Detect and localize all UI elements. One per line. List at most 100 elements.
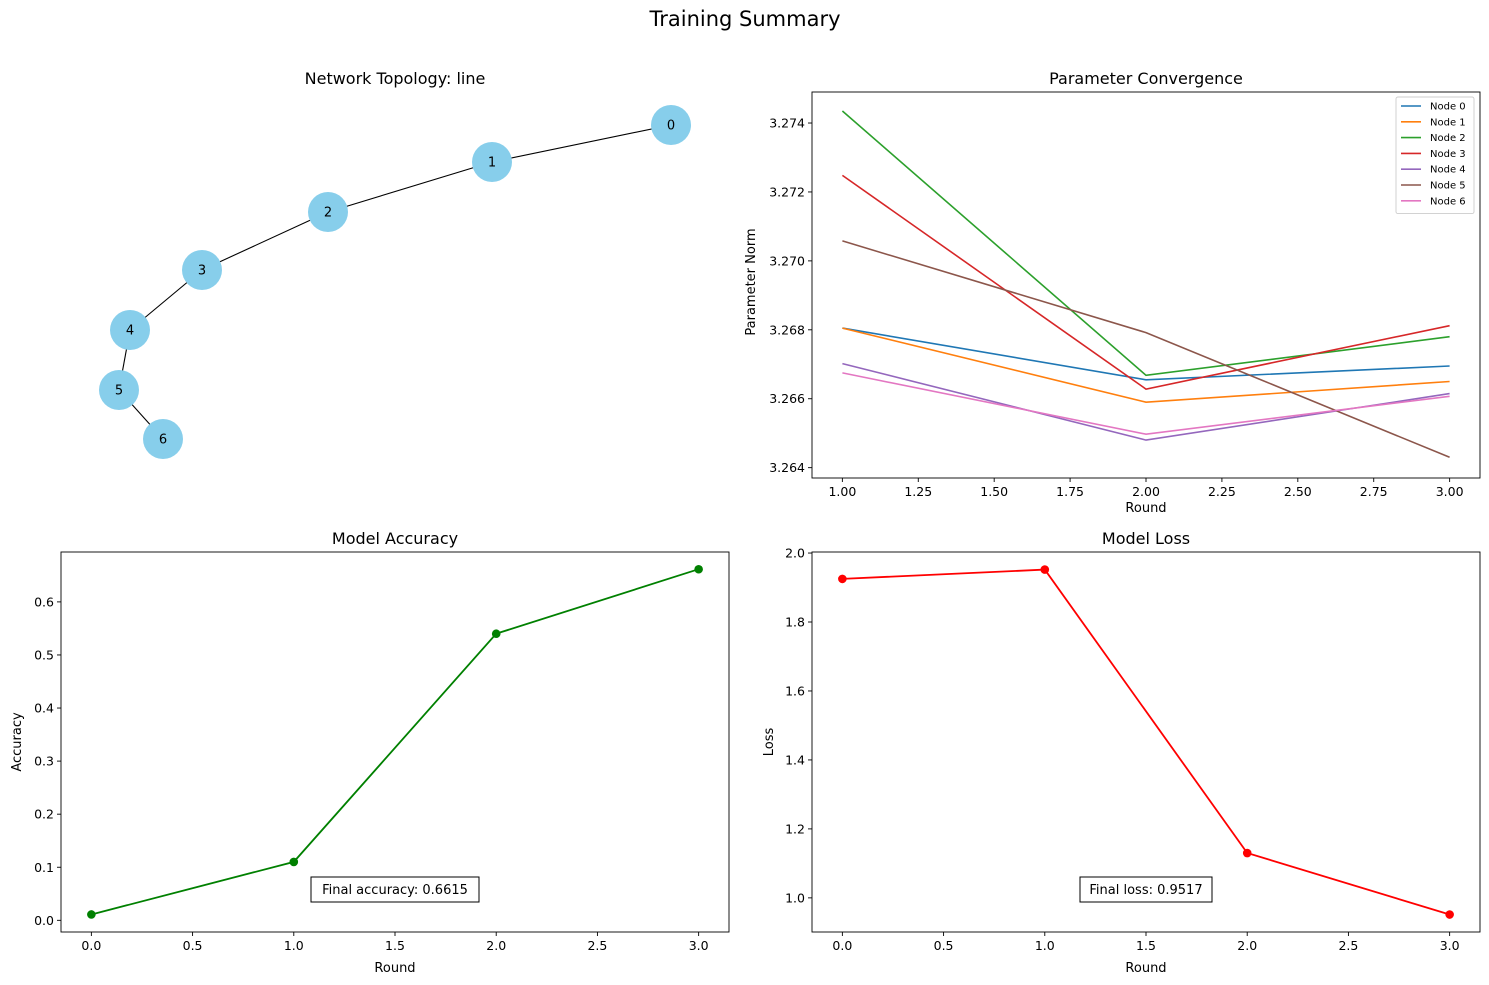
network-node: 4 [110, 310, 150, 350]
legend-label: Node 4 [1430, 165, 1466, 176]
x-tick-label: 2.5 [587, 938, 607, 953]
legend-item: Node 0 [1401, 102, 1466, 113]
model-loss-title: Model Loss [1102, 529, 1190, 548]
model-accuracy-annotation: Final accuracy: 0.6615 [310, 876, 480, 903]
model-loss-ticks: 0.0 0.5 1.0 1.5 2.0 2.5 3.0 1.0 1.2 1.4 1.6 1.8 2.0 [785, 546, 1460, 953]
parameter-convergence-panel: Parameter Convergence Round Parameter No… [744, 69, 1481, 516]
y-tick-label: 3.274 [769, 116, 805, 131]
series-line-node-2 [841, 110, 1450, 377]
series-line-node-1 [842, 327, 1450, 404]
x-tick-label: 0.0 [832, 938, 852, 953]
network-edge [201, 211, 329, 271]
series-line-node-0 [842, 327, 1450, 381]
parameter-convergence-legend: Node 0 Node 1 Node 2 Node 3 Node 4 Node 5 Node… [1395, 96, 1475, 215]
parameter-convergence-title: Parameter Convergence [1049, 69, 1243, 88]
network-node-circle [143, 419, 183, 459]
legend-item: Node 1 [1401, 117, 1466, 128]
network-node-circle [472, 142, 512, 182]
x-tick-label: 2.5 [1338, 938, 1358, 953]
series-line-node-6 [842, 372, 1450, 436]
network-node-label: 4 [126, 324, 134, 339]
network-node-circle [651, 105, 691, 145]
y-tick-label: 0.3 [34, 754, 54, 769]
model-accuracy-panel: Model Accuracy Round Accuracy 0.0 0.5 1.0 1… [10, 529, 730, 976]
model-accuracy-ticks: 0.0 0.5 1.0 1.5 2.0 2.5 3.0 0.0 0.1 0.2 0.3 0.4 0.5 0… [34, 594, 709, 953]
legend-item: Node 4 [1401, 165, 1466, 176]
x-tick-label: 1.75 [1056, 484, 1084, 499]
x-tick-label: 2.00 [1132, 484, 1160, 499]
x-tick-label: 0.5 [183, 938, 203, 953]
accuracy-line [91, 568, 699, 916]
network-node-label: 5 [115, 384, 123, 399]
y-tick-label: 3.272 [769, 184, 805, 199]
y-tick-label: 3.264 [769, 460, 805, 475]
network-node-label: 2 [324, 206, 332, 221]
legend-label: Node 6 [1430, 196, 1466, 207]
x-tick-label: 1.0 [284, 938, 304, 953]
x-tick-label: 3.0 [1440, 938, 1460, 953]
y-tick-label: 3.266 [769, 391, 805, 406]
y-tick-label: 3.268 [769, 322, 805, 337]
x-tick-label: 1.5 [385, 938, 405, 953]
model-accuracy-frame [60, 551, 730, 933]
x-tick-label: 1.25 [904, 484, 932, 499]
y-tick-label: 1.6 [785, 683, 805, 698]
loss-marker [1242, 848, 1252, 858]
y-tick-label: 1.8 [785, 615, 805, 630]
y-tick-label: 1.2 [785, 821, 805, 836]
x-tick-label: 2.0 [1237, 938, 1257, 953]
x-tick-label: 3.0 [689, 938, 709, 953]
network-node: 6 [143, 419, 183, 459]
x-tick-label: 1.00 [828, 484, 856, 499]
legend-item: Node 3 [1401, 149, 1466, 160]
network-node-label: 1 [488, 156, 496, 171]
y-tick-label: 3.270 [769, 253, 805, 268]
network-node: 3 [182, 250, 222, 290]
model-loss-line [838, 565, 1454, 919]
x-tick-label: 1.0 [1035, 938, 1055, 953]
x-tick-label: 0.5 [934, 938, 954, 953]
network-node: 2 [308, 192, 348, 232]
network-node: 1 [472, 142, 512, 182]
model-accuracy-ylabel: Accuracy [10, 712, 25, 772]
network-node-label: 0 [667, 119, 675, 134]
accuracy-marker [87, 910, 96, 919]
x-tick-label: 2.75 [1360, 484, 1388, 499]
network-node-circle [182, 250, 222, 290]
parameter-convergence-ticks: 1.00 1.25 1.50 1.75 2.00 2.25 2.50 2.75 3.00 3.26… [769, 116, 1463, 499]
accuracy-marker [694, 564, 703, 574]
y-tick-label: 0.0 [34, 913, 54, 928]
y-tick-label: 0.2 [34, 807, 54, 822]
series-line-node-5 [842, 240, 1450, 459]
y-tick-label: 1.0 [785, 890, 805, 905]
parameter-convergence-xlabel: Round [1125, 501, 1166, 516]
network-edge [491, 124, 672, 163]
x-tick-label: 0.0 [81, 938, 101, 953]
x-tick-label: 2.25 [1208, 484, 1236, 499]
legend-label: Node 0 [1430, 102, 1466, 113]
network-node: 0 [651, 105, 691, 145]
parameter-convergence-lines [841, 110, 1450, 459]
network-topology-panel: Network Topology: line 0 1 2 3 4 5 6 [99, 69, 691, 459]
legend-item: Node 2 [1401, 133, 1466, 144]
network-edge [327, 161, 493, 213]
model-loss-frame [811, 551, 1481, 933]
final-accuracy-text: Final accuracy: 0.6615 [322, 883, 468, 898]
loss-marker [1445, 910, 1454, 919]
parameter-convergence-ylabel: Parameter Norm [744, 228, 759, 335]
y-tick-label: 0.1 [34, 860, 54, 875]
parameter-convergence-frame [811, 91, 1481, 479]
network-node-label: 3 [198, 264, 206, 279]
model-loss-panel: Model Loss Round Loss 0.0 0.5 1.0 1.5 2.0 2.5… [762, 529, 1481, 976]
series-line-node-3 [841, 174, 1450, 390]
network-topology-title: Network Topology: line [305, 69, 486, 88]
network-nodes: 0 1 2 3 4 5 6 [99, 105, 691, 459]
network-node: 5 [99, 370, 139, 410]
legend-item: Node 5 [1401, 181, 1466, 192]
y-tick-label: 0.4 [34, 701, 54, 716]
legend-item: Node 6 [1401, 196, 1466, 207]
legend-label: Node 1 [1430, 117, 1466, 128]
x-tick-label: 1.50 [980, 484, 1008, 499]
x-tick-label: 3.00 [1436, 484, 1464, 499]
